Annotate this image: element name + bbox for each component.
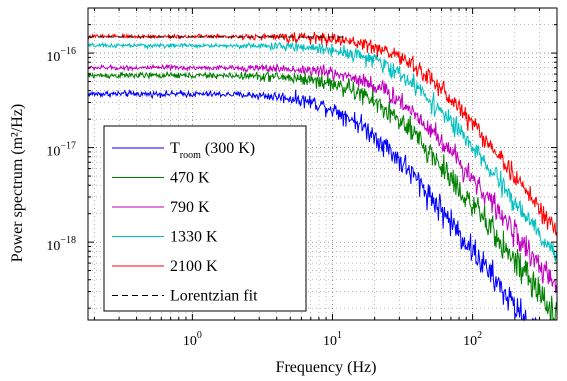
x-axis-label: Frequency (Hz) [276,359,377,376]
y-tick-label: 10−17 [46,141,76,160]
series-line-4 [87,32,558,237]
legend-label-fit: Lorentzian fit [170,288,258,305]
legend-label-0: Troom (300 K) [170,140,255,161]
tick-labels: 100 101 102 10−16 10−17 10−18 [46,46,482,349]
legend-label-2: 790 K [170,199,210,216]
legend-box [103,125,307,312]
y-tick-label: 10−18 [46,235,76,254]
legend-label-4: 2100 K [170,258,218,275]
series-line-0 [87,89,557,322]
y-axis-label: Power spectrum (m²/Hz) [9,104,26,263]
series-group [87,32,558,322]
x-tick-label: 102 [463,330,482,349]
x-tick-label: 101 [323,330,342,349]
plot-frame [87,7,558,321]
legend-label-3: 1330 K [170,229,218,246]
legend: Troom (300 K) 470 K 790 K 1330 K 2100 K Loren… [103,125,307,312]
y-tick-label: 10−16 [46,46,76,65]
series-line-2 [87,62,558,294]
legend-label-1: 470 K [170,170,210,187]
axes [87,7,558,321]
x-tick-label: 100 [183,330,202,349]
series-line-3 [87,41,558,263]
series-line-1 [87,71,558,321]
